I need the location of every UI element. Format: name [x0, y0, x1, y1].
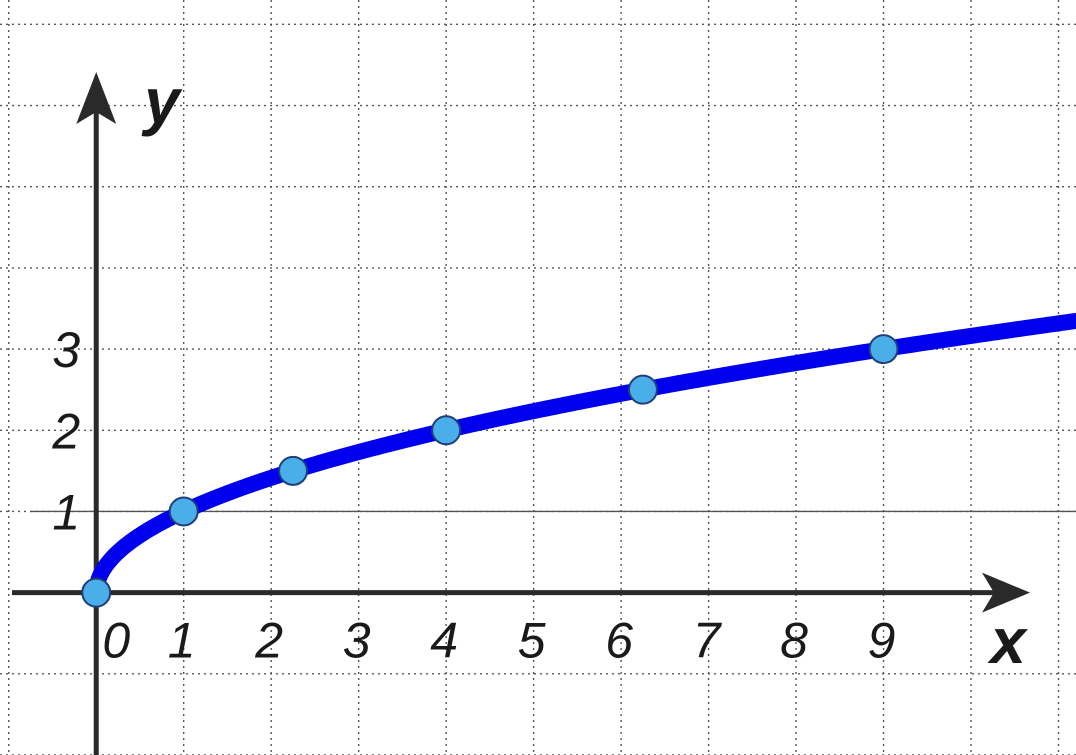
- axes: [12, 72, 1030, 755]
- x-axis-arrow: [982, 572, 1030, 613]
- origin-label: 0: [102, 613, 130, 669]
- series-line: [88, 312, 1076, 601]
- x-axis-title: x: [987, 605, 1028, 677]
- x-tick-label: 8: [780, 613, 808, 669]
- data-point: [868, 334, 899, 365]
- x-tick-label: 3: [343, 613, 371, 669]
- x-tick-label: 5: [518, 613, 546, 669]
- tick-labels: 0 1 2 3 4 5 6 7 8 9 1 2 3: [51, 322, 895, 669]
- data-point: [431, 415, 462, 446]
- data-points: [81, 334, 899, 608]
- data-point: [278, 455, 309, 486]
- data-point: [168, 496, 199, 527]
- y-tick-label: 1: [52, 484, 80, 540]
- data-point: [627, 374, 658, 405]
- y-tick-label: 2: [51, 403, 80, 459]
- x-tick-label: 4: [430, 613, 458, 669]
- data-point: [81, 577, 112, 608]
- x-tick-label: 2: [254, 613, 283, 669]
- x-tick-label: 7: [693, 613, 723, 669]
- y-tick-label: 3: [52, 322, 80, 378]
- y-axis-title: y: [141, 65, 183, 137]
- x-tick-label: 9: [868, 613, 896, 669]
- y-axis-arrow: [76, 72, 117, 124]
- x-tick-label: 6: [605, 613, 633, 669]
- x-tick-label: 1: [168, 613, 196, 669]
